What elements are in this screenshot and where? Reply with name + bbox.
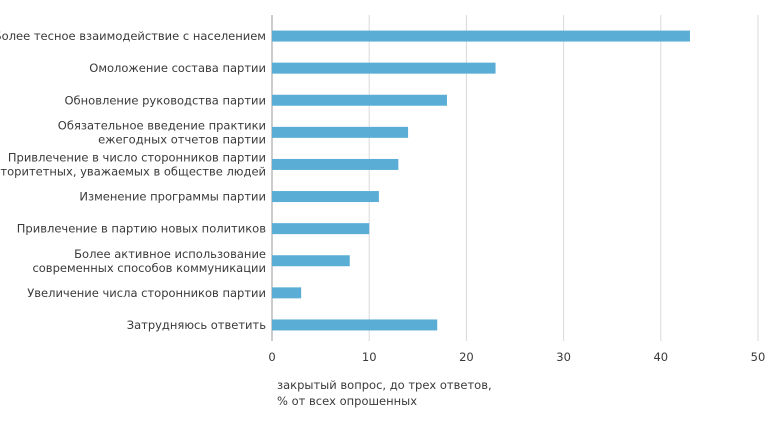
x-tick-label-0: 0	[268, 350, 275, 364]
note-line-1: закрытый вопрос, до трех ответов,	[277, 378, 492, 392]
x-tick-label-30: 30	[556, 350, 571, 364]
category-label-10: Затрудняюсь ответить	[127, 318, 267, 332]
category-label-8-line-1: Более активное использование	[74, 247, 266, 261]
category-label-8-line-2: современных способов коммуникации	[32, 261, 266, 275]
category-label-3: Обновление руководства партии	[65, 93, 267, 107]
bar-10	[272, 319, 438, 331]
bar-9	[272, 287, 302, 299]
chart-note: закрытый вопрос, до трех ответов, % от в…	[277, 378, 492, 408]
category-label-5-line-1: Привлечение в число сторонников партии	[8, 150, 266, 164]
bar-5	[272, 158, 399, 170]
x-axis-ticks: 0 10 20 30 40 50	[268, 350, 765, 364]
x-tick-label-40: 40	[653, 350, 668, 364]
bar-2	[272, 62, 496, 74]
x-tick-label-20: 20	[459, 350, 474, 364]
bar-1	[272, 30, 690, 42]
bar-7	[272, 223, 370, 235]
bar-6	[272, 191, 379, 203]
note-line-2: % от всех опрошенных	[277, 394, 417, 408]
category-label-6: Изменение программы партии	[79, 190, 266, 204]
category-labels: Более тесное взаимодействие с населением…	[0, 29, 266, 332]
bar-3	[272, 94, 447, 106]
category-label-5-line-2: авторитетных, уважаемых в обществе людей	[0, 164, 266, 178]
x-tick-label-50: 50	[751, 350, 766, 364]
x-tick-label-10: 10	[362, 350, 377, 364]
bars	[272, 30, 690, 331]
category-label-9: Увеличение числа сторонников партии	[27, 286, 266, 300]
category-label-2: Омоложение состава партии	[89, 61, 266, 75]
category-label-4-line-2: ежегодных отчетов партии	[98, 132, 266, 146]
bar-4	[272, 126, 409, 138]
bar-8	[272, 255, 350, 267]
category-label-4-line-1: Обязательное введение практики	[58, 118, 266, 132]
category-label-1: Более тесное взаимодействие с населением	[0, 29, 266, 43]
category-label-7: Привлечение в партию новых политиков	[17, 222, 266, 236]
